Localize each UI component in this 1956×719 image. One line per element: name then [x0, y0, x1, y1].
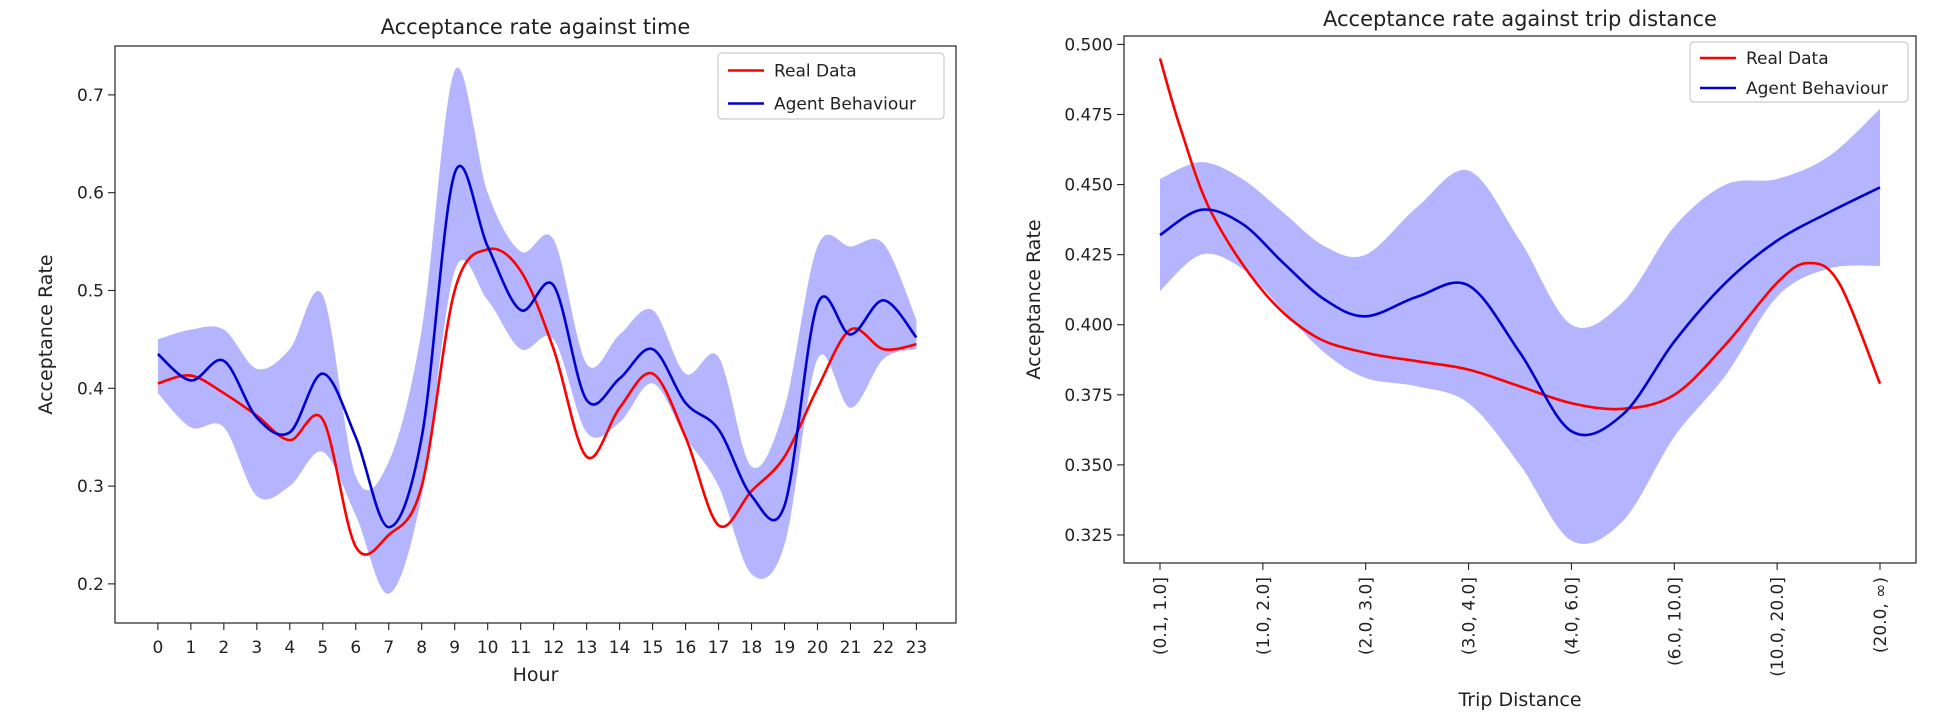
- x-tick-label: 13: [576, 638, 598, 658]
- x-tick-label: 14: [609, 638, 631, 658]
- agent-behaviour-line-time: [157, 164, 918, 529]
- legend-label-agent-behaviour: Agent Behaviour: [1746, 79, 1888, 99]
- legend-box-time: [717, 52, 945, 120]
- legend-label-real-data: Real Data: [1746, 49, 1829, 69]
- real-data-line-distance: [1158, 58, 1882, 411]
- x-tick-label: (3.0, 4.0]: [1460, 577, 1480, 655]
- y-tick-label: 0.325: [1064, 526, 1113, 546]
- x-tick-label: (10.0, 20.0]: [1768, 577, 1788, 677]
- y-tick-label: 0.425: [1064, 246, 1113, 266]
- legend-label-agent-behaviour: Agent Behaviour: [774, 95, 916, 115]
- x-tick-label: 5: [317, 638, 328, 658]
- y-tick-label: 0.375: [1064, 386, 1113, 406]
- legend-time: Real Data Agent Behaviour: [717, 52, 945, 120]
- x-tick-label: 15: [642, 638, 664, 658]
- x-axis-label-time: Hour: [513, 664, 559, 686]
- x-tick-label: (6.0, 10.0]: [1665, 577, 1685, 666]
- x-tick-label: 19: [774, 638, 796, 658]
- plot-frame-time: [114, 45, 957, 624]
- x-tick-label: 10: [477, 638, 499, 658]
- x-tick-label: 9: [449, 638, 460, 658]
- y-tick-label: 0.450: [1064, 176, 1113, 196]
- y-ticks-distance: 0.325 0.350 0.375 0.400 0.425 0.450 0.475 0.500: [1064, 35, 1124, 546]
- chart-title-distance: Acceptance rate against trip distance: [1323, 7, 1717, 31]
- legend-box-distance: [1689, 41, 1909, 103]
- legend-label-real-data: Real Data: [774, 62, 857, 82]
- x-tick-label: 1: [185, 638, 196, 658]
- y-tick-label: 0.350: [1064, 456, 1113, 476]
- y-tick-label: 0.2: [77, 575, 104, 595]
- y-tick-label: 0.6: [77, 184, 104, 204]
- x-tick-label: 6: [350, 638, 361, 658]
- y-tick-label: 0.7: [77, 86, 104, 106]
- real-data-line-time: [157, 247, 917, 556]
- x-tick-label: 22: [873, 638, 895, 658]
- y-ticks-time: 0.2 0.3 0.4 0.5 0.6 0.7: [77, 86, 115, 595]
- x-tick-label: 21: [840, 638, 862, 658]
- x-tick-label: 8: [416, 638, 427, 658]
- agent-confidence-band-time: [157, 67, 917, 594]
- x-tick-label: (1.0, 2.0]: [1254, 577, 1274, 655]
- x-tick-label: (2.0, 3.0]: [1357, 577, 1377, 655]
- x-tick-label: 2: [218, 638, 229, 658]
- y-tick-label: 0.475: [1064, 105, 1113, 125]
- y-axis-label-distance: Acceptance Rate: [1023, 219, 1045, 379]
- x-axis-label-distance: Trip Distance: [1457, 689, 1581, 711]
- x-ticks-distance: (0.1, 1.0] (1.0, 2.0] (2.0, 3.0] (3.0, 4.0]…: [1151, 563, 1891, 677]
- x-tick-label: 7: [383, 638, 394, 658]
- x-tick-label: (4.0, 6.0]: [1562, 577, 1582, 655]
- y-tick-label: 0.500: [1064, 35, 1113, 55]
- x-tick-label: 23: [906, 638, 928, 658]
- chart-time: 0 1 2 3 4 5 6 7 8 9 10 11 12 13 14 15 16 17 18 19 20 21 22 23 0…: [35, 15, 957, 686]
- x-ticks-time: 0 1 2 3 4 5 6 7 8 9 10 11 12 13 14 15 16 17 18 19 20 21 22 23: [152, 623, 927, 658]
- chart-title-time: Acceptance rate against time: [381, 15, 691, 39]
- y-axis-label-time: Acceptance Rate: [35, 254, 57, 414]
- x-tick-label: 11: [510, 638, 532, 658]
- x-tick-label: 3: [251, 638, 262, 658]
- x-tick-label: (0.1, 1.0]: [1151, 577, 1171, 655]
- x-tick-label: 12: [543, 638, 565, 658]
- legend-distance: Real Data Agent Behaviour: [1689, 41, 1909, 103]
- y-tick-label: 0.5: [77, 281, 104, 301]
- agent-behaviour-line-distance: [1159, 186, 1881, 437]
- chart-distance: (0.1, 1.0] (1.0, 2.0] (2.0, 3.0] (3.0, 4.0]…: [1023, 7, 1917, 711]
- x-tick-label: 17: [708, 638, 730, 658]
- agent-confidence-band-distance: [1160, 108, 1880, 544]
- x-tick-label: 20: [807, 638, 829, 658]
- y-tick-label: 0.4: [77, 379, 104, 399]
- y-tick-label: 0.400: [1064, 316, 1113, 336]
- x-tick-label: (20.0, ∞): [1871, 577, 1891, 653]
- x-tick-label: 16: [675, 638, 697, 658]
- x-tick-label: 4: [284, 638, 295, 658]
- x-tick-label: 18: [741, 638, 763, 658]
- x-tick-label: 0: [152, 638, 163, 658]
- plot-frame-distance: [1123, 35, 1917, 564]
- y-tick-label: 0.3: [77, 477, 104, 497]
